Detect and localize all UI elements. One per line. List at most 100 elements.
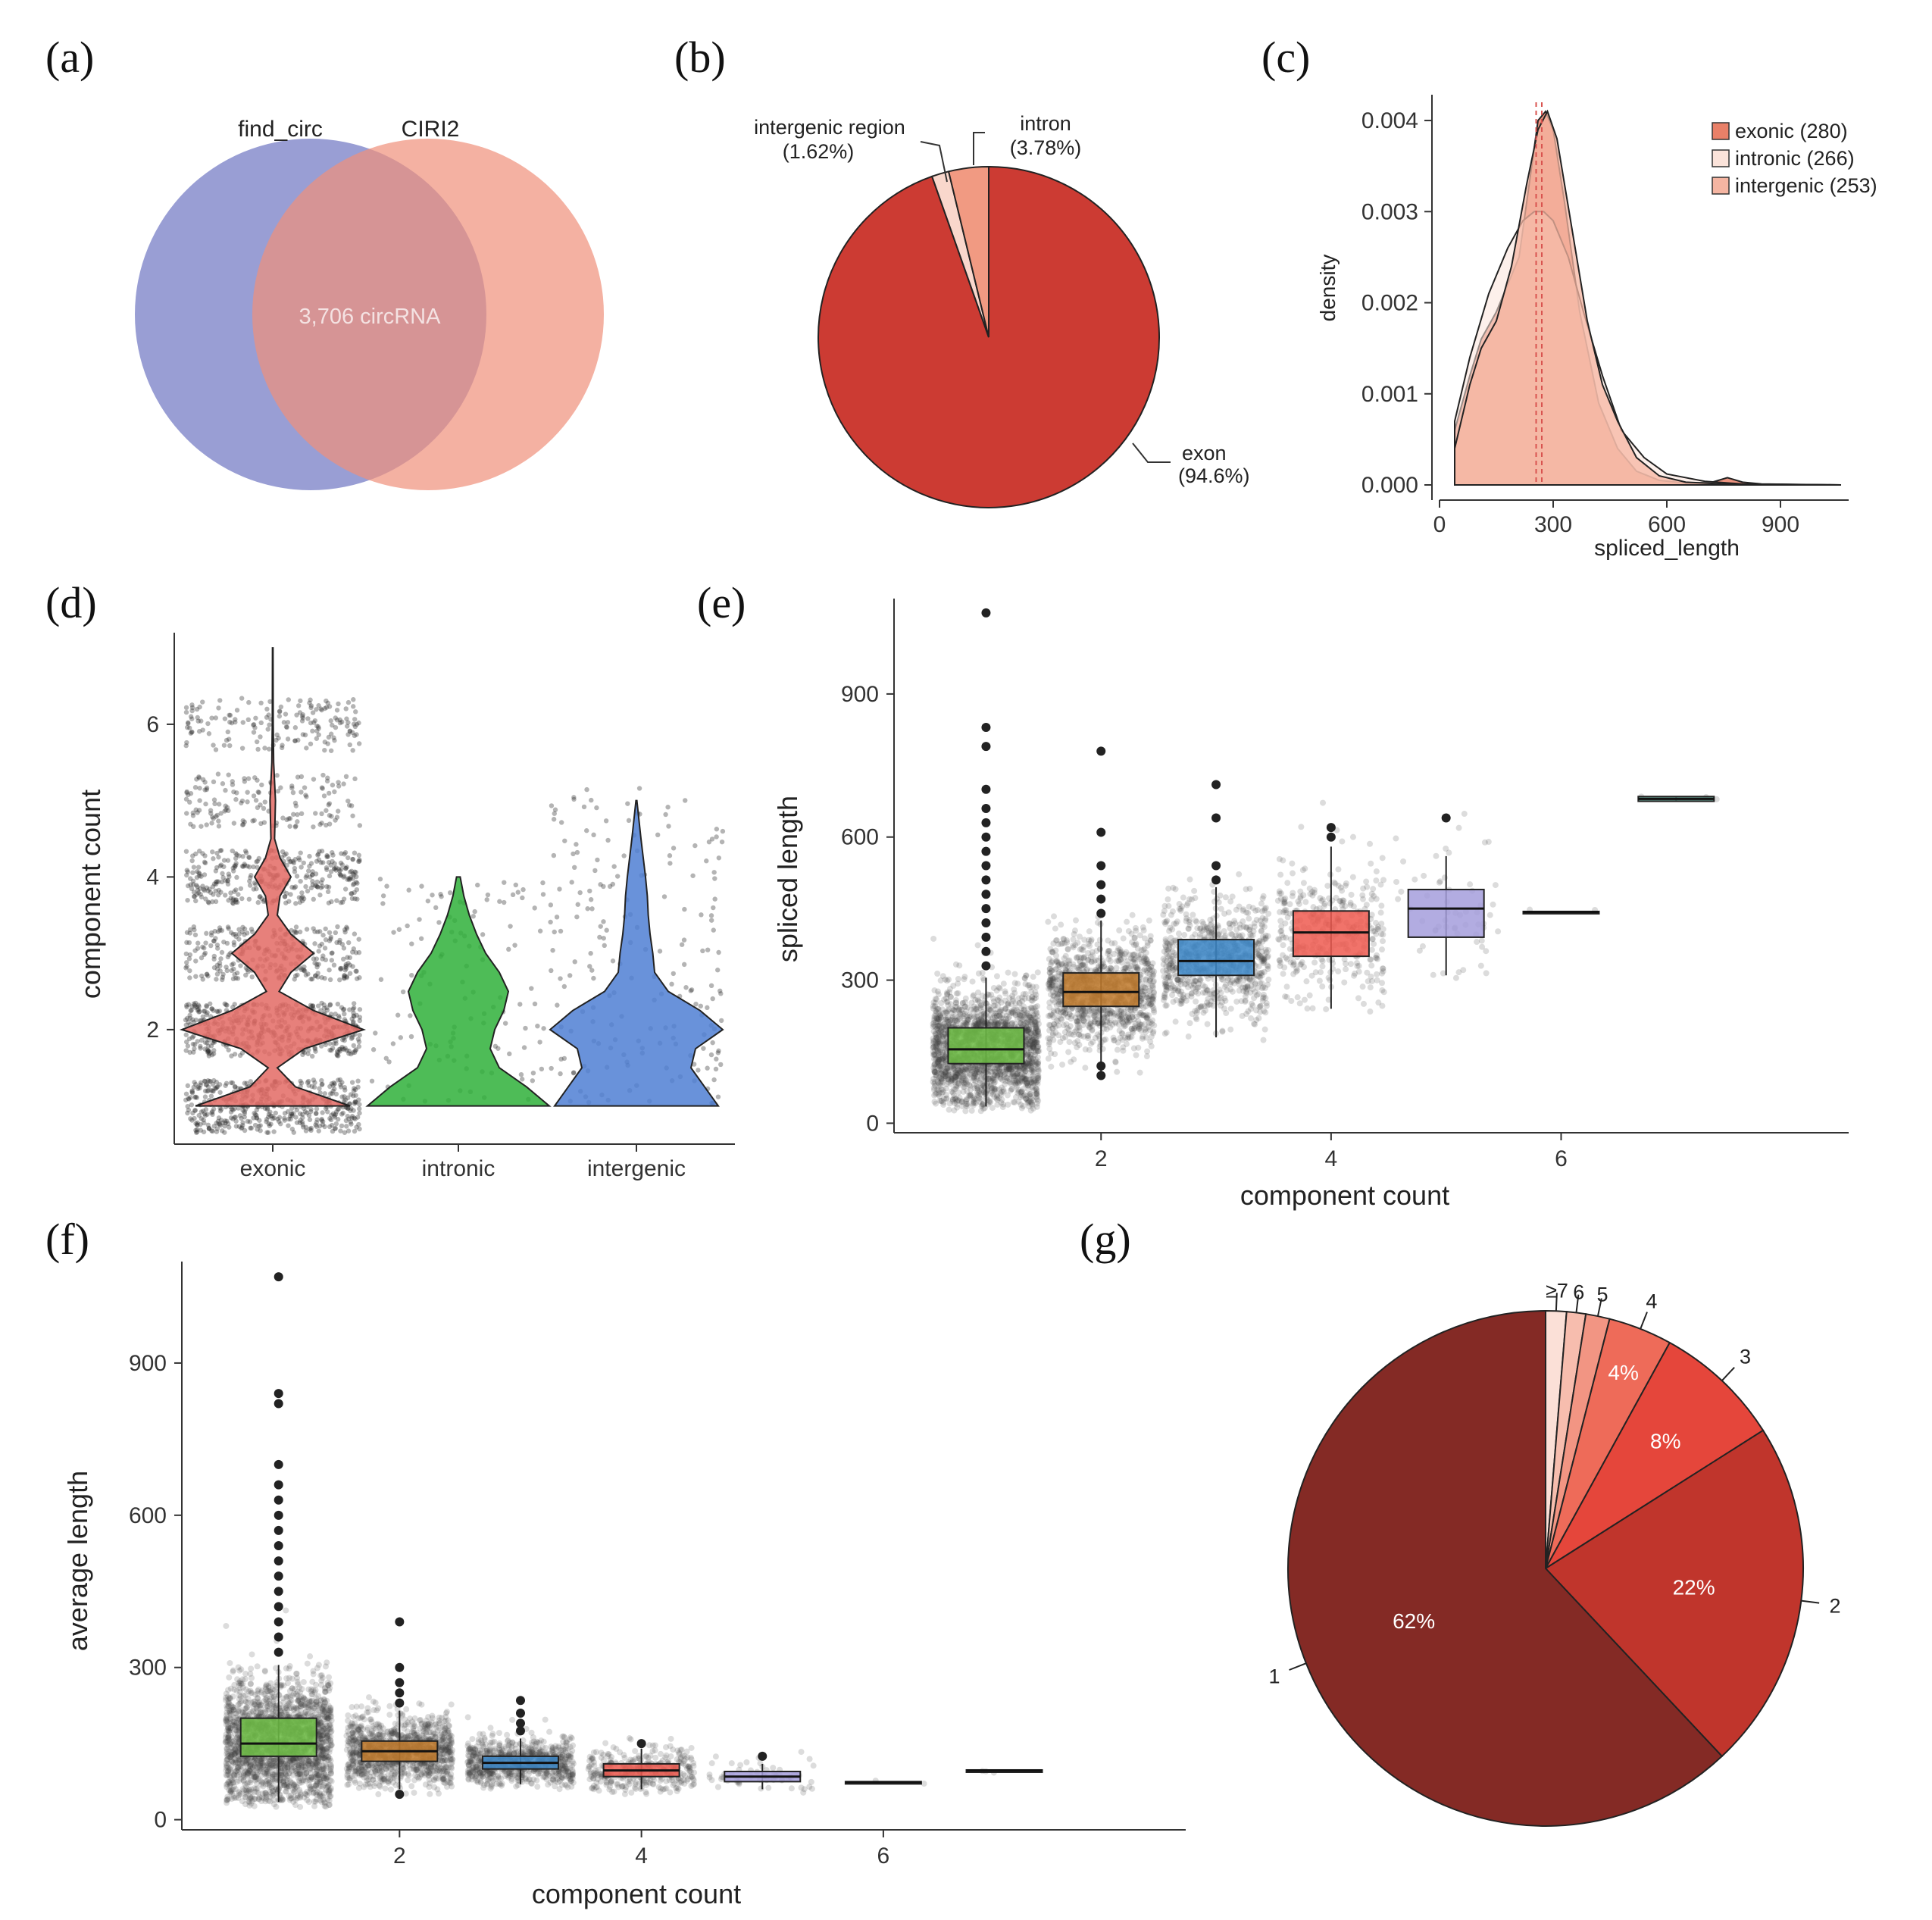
violin-jitter-point — [195, 890, 202, 896]
violin-jitter-point — [357, 857, 362, 862]
violin-jitter-point — [250, 818, 255, 824]
violin-jitter-point — [318, 880, 324, 886]
violin-jitter-point — [308, 720, 314, 726]
violin-jitter-point — [224, 1002, 229, 1008]
violin-jitter-point — [209, 1006, 215, 1012]
violin-jitter-point — [333, 724, 339, 730]
violin-jitter-point — [227, 874, 232, 880]
violin-jitter-point — [302, 968, 307, 974]
violin-jitter-point — [304, 927, 310, 932]
violin-jitter-point — [320, 772, 326, 778]
violin-jitter-point — [220, 974, 226, 980]
violin-jitter-point — [224, 1002, 230, 1008]
violin-jitter-point — [277, 1115, 283, 1120]
violin-jitter-point — [334, 1052, 339, 1057]
box-e-jitter-point — [1082, 1046, 1089, 1053]
violin-jitter-point — [292, 865, 298, 871]
violin-jitter-point — [193, 1018, 199, 1023]
violin-jitter-point — [210, 849, 215, 855]
box-e-jitter-point — [976, 1093, 983, 1099]
violin-jitter-point — [189, 708, 195, 714]
violin-jitter-point — [330, 852, 336, 858]
violin-jitter-point — [312, 973, 318, 979]
violin-jitter-point — [312, 718, 318, 724]
violin-jitter-point — [254, 1107, 260, 1113]
violin-jitter-point — [310, 1003, 316, 1008]
box-e-jitter-point — [944, 989, 951, 996]
violin-jitter-point — [682, 906, 687, 912]
violin-jitter-point — [561, 983, 567, 990]
violin-jitter-point — [195, 946, 201, 951]
violin-jitter-point — [193, 958, 199, 964]
violin-jitter-point — [314, 962, 320, 968]
violin-jitter-point — [587, 964, 592, 969]
box-e-jitter-point — [943, 999, 950, 1005]
violin-jitter-point — [185, 1103, 190, 1109]
violin-jitter-point — [336, 1106, 342, 1112]
violin-jitter-point — [237, 1052, 243, 1059]
violin-jitter-point — [217, 925, 223, 930]
violin-jitter-point — [208, 1050, 213, 1055]
violin-jitter-point — [351, 1019, 356, 1024]
violin-jitter-point — [286, 1123, 291, 1128]
violin-jitter-point — [187, 1095, 193, 1100]
box-e-jitter-point — [952, 1086, 958, 1093]
violin-jitter-point — [213, 814, 219, 819]
box-e-jitter-point — [1120, 935, 1127, 942]
violin-jitter-point — [200, 977, 205, 982]
violin-jitter-point — [326, 734, 332, 740]
violin-jitter-point — [351, 721, 357, 727]
venn-label-find-circ: find_circ — [238, 117, 323, 142]
violin-jitter-point — [354, 721, 360, 727]
violin-jitter-point — [193, 883, 199, 888]
violin-jitter-point — [327, 938, 333, 943]
violin-jitter-point — [309, 1084, 315, 1090]
violin-jitter-point — [705, 947, 711, 952]
pie-b-pct-exon: (94.6%) — [1178, 464, 1250, 487]
violin-jitter-point — [211, 953, 217, 959]
violin-jitter-point — [222, 1118, 228, 1124]
violin-jitter-point — [191, 1019, 196, 1025]
violin-jitter-point — [247, 1119, 253, 1124]
violin-jitter-point — [191, 882, 196, 887]
violin-jitter-point — [351, 946, 357, 952]
violin-jitter-point — [353, 709, 358, 715]
violin-jitter-point — [221, 940, 227, 945]
box-e-jitter-point — [1030, 1005, 1037, 1012]
violin-jitter-point — [195, 865, 202, 870]
violin-jitter-point — [532, 905, 537, 911]
box-e-jitter-point — [960, 1088, 967, 1095]
violin-jitter-point — [343, 706, 349, 711]
violin-jitter-point — [515, 890, 521, 895]
violin-jitter-point — [308, 1125, 314, 1131]
violin-jitter-point — [205, 1043, 211, 1049]
violin-jitter-point — [342, 874, 347, 879]
violin-jitter-point — [264, 706, 270, 712]
violin-jitter-point — [245, 967, 250, 972]
violin-jitter-point — [316, 732, 321, 737]
violin-jitter-point — [334, 1052, 340, 1059]
violin-jitter-point — [295, 703, 302, 708]
violin-jitter-point — [696, 1068, 701, 1073]
violin-jitter-point — [217, 1008, 223, 1014]
violin-jitter-point — [326, 860, 332, 865]
violin-jitter-point — [302, 732, 308, 738]
violin-jitter-point — [357, 1032, 362, 1038]
box-e-jitter-point — [1023, 972, 1030, 979]
violin-jitter-point — [206, 731, 212, 736]
violin-jitter-point — [205, 721, 211, 727]
violin-jitter-point — [219, 927, 225, 933]
violin-jitter-point — [324, 865, 330, 871]
violin-jitter-point — [300, 1122, 305, 1127]
violin-jitter-point — [239, 1115, 244, 1121]
violin-jitter-point — [577, 890, 583, 896]
venn-diagram: find_circ CIRI2 3,706 circRNA — [135, 117, 604, 490]
violin-jitter-point — [223, 1083, 228, 1088]
violin-jitter-point — [228, 890, 233, 896]
violin-jitter-point — [200, 851, 205, 856]
violin-jitter-point — [409, 941, 414, 946]
box-e-jitter-point — [1035, 1021, 1042, 1027]
violin-jitter-point — [309, 976, 315, 982]
violin-jitter-point — [299, 774, 305, 780]
